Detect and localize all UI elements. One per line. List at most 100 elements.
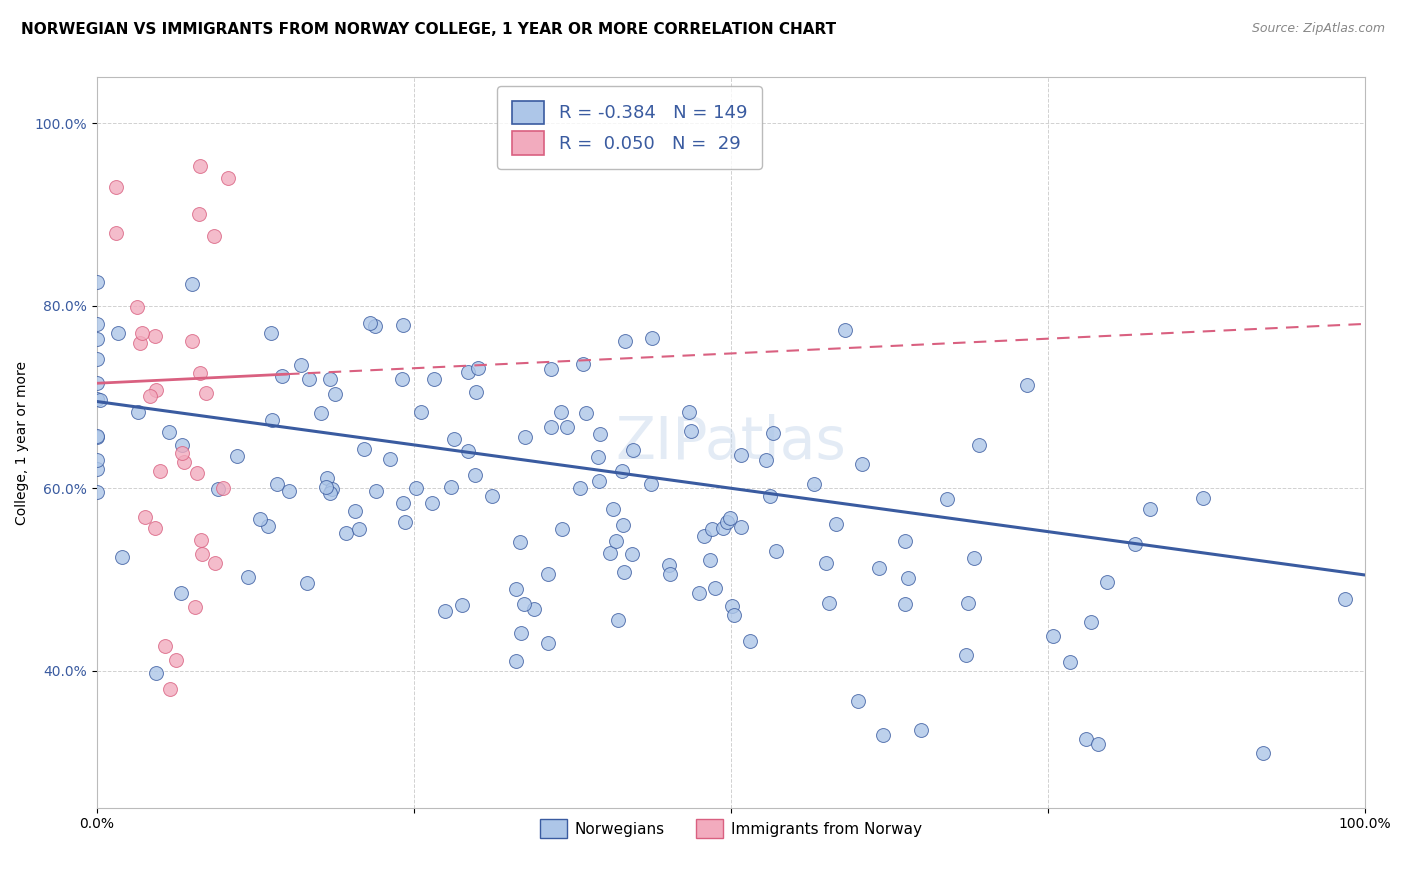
Point — [145, 383, 167, 397]
Point — [640, 331, 662, 345]
Point — [104, 180, 127, 194]
Point — [894, 597, 917, 611]
Point — [1251, 746, 1274, 760]
Point — [1139, 501, 1161, 516]
Point — [936, 491, 959, 506]
Point — [335, 525, 357, 540]
Point — [703, 582, 725, 596]
Point — [510, 625, 533, 640]
Point — [851, 457, 873, 471]
Point — [1333, 591, 1355, 606]
Point — [170, 438, 193, 452]
Point — [599, 546, 621, 560]
Point — [711, 521, 734, 535]
Point — [266, 477, 288, 491]
Point — [319, 372, 342, 386]
Point — [575, 406, 598, 420]
Point — [568, 481, 591, 495]
Point — [1095, 574, 1118, 589]
Text: Source: ZipAtlas.com: Source: ZipAtlas.com — [1251, 22, 1385, 36]
Point — [409, 405, 432, 419]
Point — [621, 547, 644, 561]
Point — [693, 529, 716, 543]
Point — [256, 519, 278, 533]
Point — [131, 326, 153, 340]
Point — [86, 317, 108, 331]
Point — [755, 453, 778, 467]
Point — [149, 464, 172, 478]
Point — [765, 544, 787, 558]
Point — [513, 430, 536, 444]
Point — [186, 466, 208, 480]
Point — [157, 425, 180, 440]
Point — [868, 561, 890, 575]
Point — [1074, 732, 1097, 747]
Point — [270, 369, 292, 384]
Point — [217, 171, 239, 186]
Point — [640, 476, 662, 491]
Point — [153, 639, 176, 653]
Point — [443, 432, 465, 446]
Point — [353, 442, 375, 456]
Point — [86, 275, 108, 289]
Point — [451, 598, 474, 612]
Point — [143, 521, 166, 535]
Text: ZIPatlas: ZIPatlas — [616, 414, 846, 471]
Point — [457, 365, 479, 379]
Point — [433, 604, 456, 618]
Point — [315, 480, 337, 494]
Point — [145, 665, 167, 680]
Point — [391, 372, 413, 386]
Point — [86, 392, 108, 407]
Point — [86, 376, 108, 391]
Point — [465, 385, 488, 400]
Point — [207, 482, 229, 496]
Point — [202, 229, 225, 244]
Point — [588, 474, 610, 488]
Point — [86, 453, 108, 467]
Point — [872, 728, 894, 742]
Point — [586, 450, 609, 465]
Point — [824, 516, 846, 531]
Point — [323, 387, 346, 401]
Point — [700, 522, 723, 536]
Point — [1123, 537, 1146, 551]
Point — [392, 318, 415, 333]
Point — [191, 547, 214, 561]
Point — [420, 496, 443, 510]
Point — [405, 481, 427, 495]
Point — [359, 316, 381, 330]
Point — [111, 549, 134, 564]
Point — [188, 207, 211, 221]
Point — [183, 600, 205, 615]
Point — [172, 446, 194, 460]
Point — [249, 512, 271, 526]
Point — [181, 334, 204, 348]
Point — [957, 596, 980, 610]
Point — [688, 586, 710, 600]
Point — [311, 406, 333, 420]
Point — [86, 352, 108, 367]
Point — [378, 451, 401, 466]
Point — [277, 483, 299, 498]
Point — [181, 277, 204, 291]
Point — [963, 551, 986, 566]
Point — [716, 515, 738, 529]
Point — [297, 575, 319, 590]
Point — [194, 386, 217, 401]
Point — [505, 654, 527, 668]
Point — [204, 556, 226, 570]
Point — [173, 455, 195, 469]
Point — [107, 326, 129, 341]
Point — [86, 429, 108, 443]
Point — [803, 476, 825, 491]
Point — [513, 597, 536, 611]
Point — [394, 515, 416, 529]
Point — [170, 586, 193, 600]
Point — [613, 565, 636, 579]
Point — [86, 332, 108, 346]
Point — [1087, 737, 1109, 751]
Point — [1192, 491, 1215, 505]
Point — [897, 571, 920, 585]
Point — [555, 420, 578, 434]
